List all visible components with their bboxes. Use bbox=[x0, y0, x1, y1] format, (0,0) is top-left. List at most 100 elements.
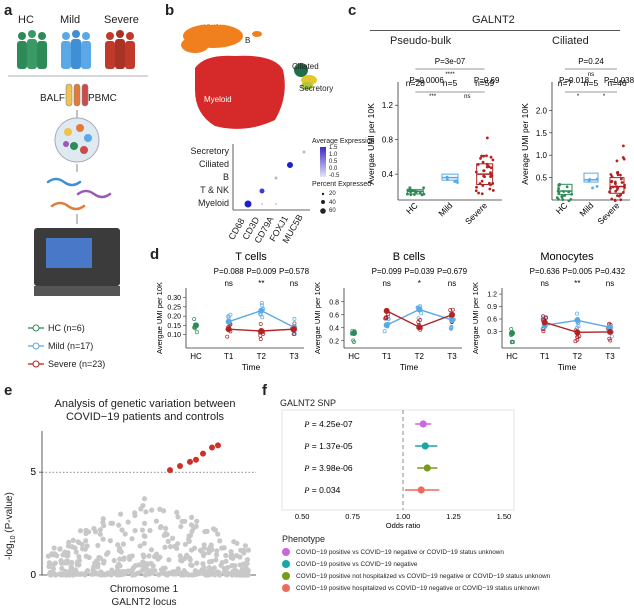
e-snp-point bbox=[152, 554, 157, 559]
d-xtick-HC: HC bbox=[506, 352, 518, 361]
c-point bbox=[482, 161, 485, 164]
c-pvalue-top: P=0.24 bbox=[578, 57, 604, 66]
c-point bbox=[455, 179, 458, 182]
e-snp-point bbox=[189, 547, 194, 552]
e-snp-point bbox=[80, 546, 85, 551]
e-sig-snp-point bbox=[177, 463, 183, 469]
e-snp-point bbox=[108, 538, 113, 543]
d-pvalue: P=0.039 bbox=[404, 267, 435, 276]
e-snp-point bbox=[121, 542, 126, 547]
manhattan-plot: 05 bbox=[20, 425, 260, 585]
c-point bbox=[616, 186, 619, 189]
legend-mild: Mild (n=17) bbox=[48, 341, 93, 351]
sequence-reads-icon bbox=[48, 179, 110, 209]
e-snp-point bbox=[160, 566, 165, 571]
d-ytick-label: 0.25 bbox=[167, 304, 181, 311]
e-snp-point bbox=[243, 543, 248, 548]
legend-phenotype-4: COVID−19 positive hospitalized vs COVID−… bbox=[296, 585, 540, 592]
c-point bbox=[475, 186, 478, 189]
c-xtick-Mild: Mild bbox=[577, 200, 595, 218]
e-sig-snp-point bbox=[209, 444, 215, 450]
e-snp-point bbox=[168, 544, 173, 549]
ciliated-title: Ciliated bbox=[552, 35, 589, 47]
d-mean-Severe bbox=[542, 319, 548, 325]
pct-expressed-legend-dots bbox=[318, 190, 328, 216]
e-snp-point bbox=[98, 532, 103, 537]
e-snp-point bbox=[166, 557, 171, 562]
e-snp-point bbox=[51, 566, 56, 571]
e-snp-point bbox=[163, 526, 168, 531]
c-point bbox=[619, 198, 622, 201]
cluster-label-myeloid: Myeloid bbox=[204, 95, 232, 104]
d-mean-Mild bbox=[258, 308, 264, 314]
e-snp-point bbox=[186, 537, 191, 542]
e-snp-point bbox=[142, 496, 147, 501]
c-point bbox=[419, 192, 422, 195]
e-snp-point bbox=[95, 543, 100, 548]
e-snp-point bbox=[83, 531, 88, 536]
group-label-severe: Severe bbox=[104, 14, 139, 26]
c-point bbox=[489, 183, 492, 186]
gene-title: GALNT2 bbox=[472, 14, 515, 26]
d-xtick-T2: T2 bbox=[257, 352, 267, 361]
e-snp-point bbox=[93, 529, 98, 534]
e-snp-point bbox=[57, 547, 62, 552]
c-point bbox=[487, 165, 490, 168]
e-snp-point bbox=[71, 538, 76, 543]
d-mean-Mild bbox=[226, 319, 232, 325]
c-point bbox=[610, 198, 613, 201]
dot-ciliated-foxj1 bbox=[287, 162, 293, 168]
f-xtick-label: 0.50 bbox=[295, 512, 310, 521]
c-point bbox=[409, 190, 412, 193]
d-pvalue: P=0.432 bbox=[595, 267, 626, 276]
d-point bbox=[226, 335, 229, 338]
d-mean-Mild bbox=[574, 317, 580, 323]
e-snp-point bbox=[211, 526, 216, 531]
c-point bbox=[489, 171, 492, 174]
dot-row-b: B bbox=[175, 172, 229, 182]
d-ylabel: Avergae UMI per 10K bbox=[155, 282, 164, 354]
c-point bbox=[562, 190, 565, 193]
cluster-label-b: B bbox=[245, 36, 250, 45]
c-point bbox=[490, 156, 493, 159]
e-sig-snp-point bbox=[200, 451, 206, 457]
e-snp-point bbox=[69, 566, 74, 571]
c-point bbox=[413, 193, 416, 196]
gene-title-rule bbox=[370, 30, 620, 31]
d-mean-HC bbox=[351, 330, 357, 336]
e-snp-point bbox=[208, 567, 213, 572]
c-point bbox=[609, 187, 612, 190]
d-stars: ns bbox=[448, 279, 456, 288]
d-xlabel: Time bbox=[242, 362, 261, 372]
c-point bbox=[422, 193, 425, 196]
c-point bbox=[475, 171, 478, 174]
c-point bbox=[596, 185, 599, 188]
c-point bbox=[591, 187, 594, 190]
manhattan-title-2: COVID−19 patients and controls bbox=[34, 411, 256, 423]
c-ylabel: Average UMI per 10K bbox=[520, 103, 530, 185]
e-snp-point bbox=[119, 527, 124, 532]
e-snp-point bbox=[119, 549, 124, 554]
lineplot-0: T cells0.100.150.200.250.30Avergae UMI p… bbox=[155, 251, 310, 372]
group-label-hc: HC bbox=[18, 14, 34, 26]
e-snp-point bbox=[53, 561, 58, 566]
phenotype-legend: COVID−19 positive vs COVID−19 negative o… bbox=[282, 546, 632, 594]
e-snp-point bbox=[121, 569, 126, 574]
c-point bbox=[481, 184, 484, 187]
f-point-1 bbox=[422, 442, 429, 449]
c-point bbox=[623, 186, 626, 189]
severe-people-icon bbox=[105, 30, 135, 69]
c-point bbox=[481, 192, 484, 195]
e-snp-point bbox=[140, 527, 145, 532]
c-pvalue-right: P=0.69 bbox=[474, 76, 500, 85]
e-snp-point bbox=[230, 572, 235, 577]
hc-people-icon bbox=[17, 30, 47, 69]
e-snp-point bbox=[176, 566, 181, 571]
e-snp-point bbox=[201, 569, 206, 574]
cluster-label-secretory: Secretory bbox=[299, 84, 333, 93]
e-snp-point bbox=[69, 560, 74, 565]
c-point bbox=[492, 189, 495, 192]
d-xtick-T3: T3 bbox=[447, 352, 457, 361]
c-point bbox=[406, 193, 409, 196]
c-point bbox=[481, 180, 484, 183]
